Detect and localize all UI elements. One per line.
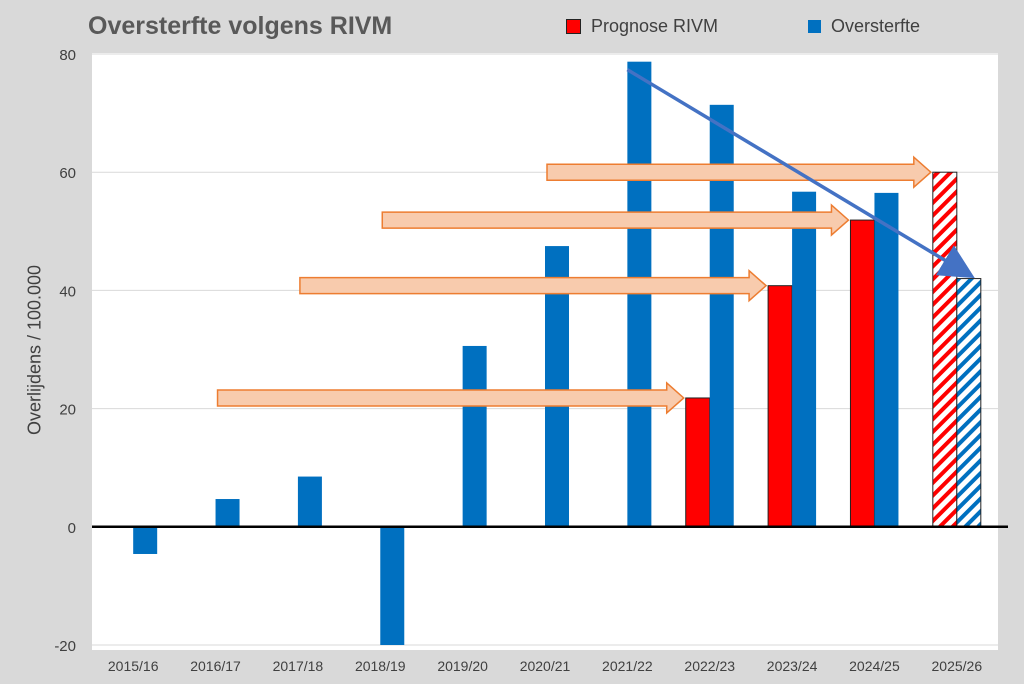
block-arrow <box>299 269 768 303</box>
y-tick-label: 40 <box>59 283 76 300</box>
bar-prognose <box>767 285 793 528</box>
x-tick-label: 2016/17 <box>190 658 241 674</box>
bar-oversterfte <box>297 476 322 527</box>
legend-item-oversterfte: Oversterfte <box>808 16 920 37</box>
y-tick-label: 60 <box>59 165 76 182</box>
bar-prognose <box>932 171 958 528</box>
bar-prognose <box>685 397 711 528</box>
bar-oversterfte <box>380 526 405 645</box>
x-tick-label: 2021/22 <box>602 658 653 674</box>
bar-oversterfte <box>792 191 817 527</box>
legend-swatch-blue <box>808 20 821 33</box>
bar-oversterfte <box>133 526 158 554</box>
y-tick-label: 80 <box>59 47 76 64</box>
x-tick-label: 2022/23 <box>684 658 735 674</box>
y-tick-label: 0 <box>68 520 76 537</box>
trend-arrow <box>626 68 975 279</box>
x-tick-label: 2015/16 <box>108 658 159 674</box>
chart-title: Oversterfte volgens RIVM <box>88 12 393 40</box>
x-tick-label: 2024/25 <box>849 658 900 674</box>
bar-prognose <box>849 219 875 528</box>
x-tick-label: 2019/20 <box>437 658 488 674</box>
block-arrow <box>216 381 685 415</box>
y-tick-label: -20 <box>54 638 76 655</box>
bar-oversterfte <box>462 345 487 527</box>
bar-oversterfte <box>956 278 982 528</box>
block-arrow <box>546 155 932 189</box>
x-tick-label: 2025/26 <box>932 658 983 674</box>
bar-oversterfte <box>215 499 240 527</box>
x-tick-label: 2023/24 <box>767 658 818 674</box>
y-tick-label: 20 <box>59 402 76 419</box>
legend-label: Prognose RIVM <box>591 16 719 36</box>
block-arrow <box>381 203 850 237</box>
legend-item-prognose: Prognose RIVM <box>566 16 718 37</box>
x-tick-label: 2020/21 <box>520 658 571 674</box>
legend-label: Oversterfte <box>831 16 921 36</box>
x-tick-label: 2017/18 <box>273 658 324 674</box>
x-tick-label: 2018/19 <box>355 658 406 674</box>
bar-oversterfte <box>874 192 899 527</box>
legend-swatch-red <box>566 19 581 34</box>
